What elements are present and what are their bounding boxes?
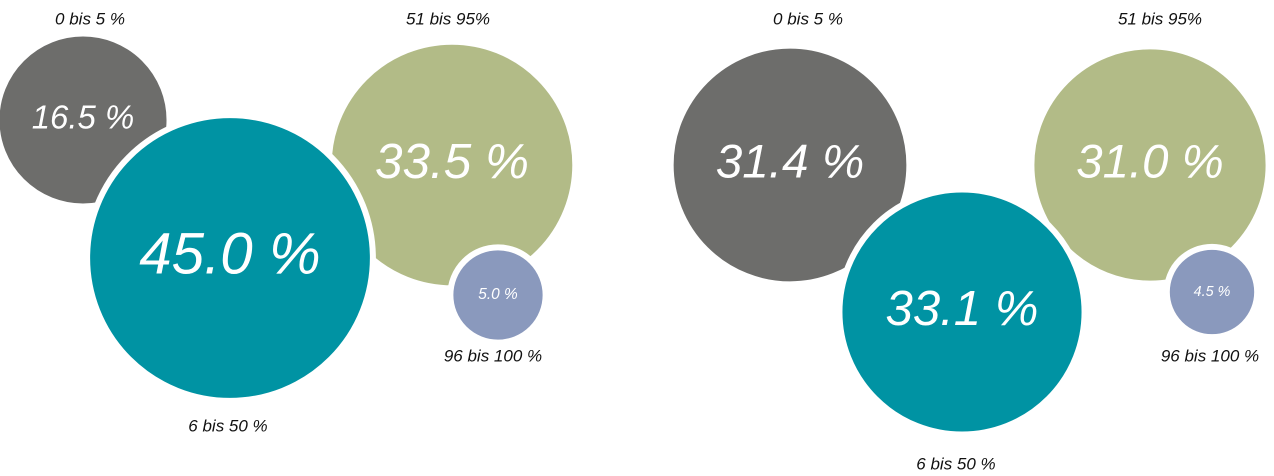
category-label: 96 bis 100 % <box>1161 346 1259 365</box>
category-label: 6 bis 50 % <box>916 454 995 473</box>
category-label: 6 bis 50 % <box>188 416 267 435</box>
value-label: 33.5 % <box>375 134 529 189</box>
value-label: 31.0 % <box>1076 136 1223 189</box>
bubble <box>1163 243 1261 341</box>
bubble <box>667 42 913 288</box>
bubble <box>1028 43 1272 287</box>
bubble <box>836 186 1088 438</box>
category-label: 51 bis 95% <box>406 9 490 28</box>
bubble <box>447 244 549 346</box>
value-label: 31.4 % <box>716 136 865 189</box>
bubble <box>84 112 376 404</box>
value-label: 45.0 % <box>139 221 320 286</box>
category-label: 0 bis 5 % <box>773 9 843 28</box>
category-label: 51 bis 95% <box>1118 9 1202 28</box>
category-label: 96 bis 100 % <box>444 346 542 365</box>
value-label: 5.0 % <box>478 286 518 303</box>
category-label: 0 bis 5 % <box>55 9 125 28</box>
value-label: 33.1 % <box>886 282 1039 336</box>
value-label: 16.5 % <box>32 99 135 136</box>
value-label: 4.5 % <box>1194 284 1231 300</box>
